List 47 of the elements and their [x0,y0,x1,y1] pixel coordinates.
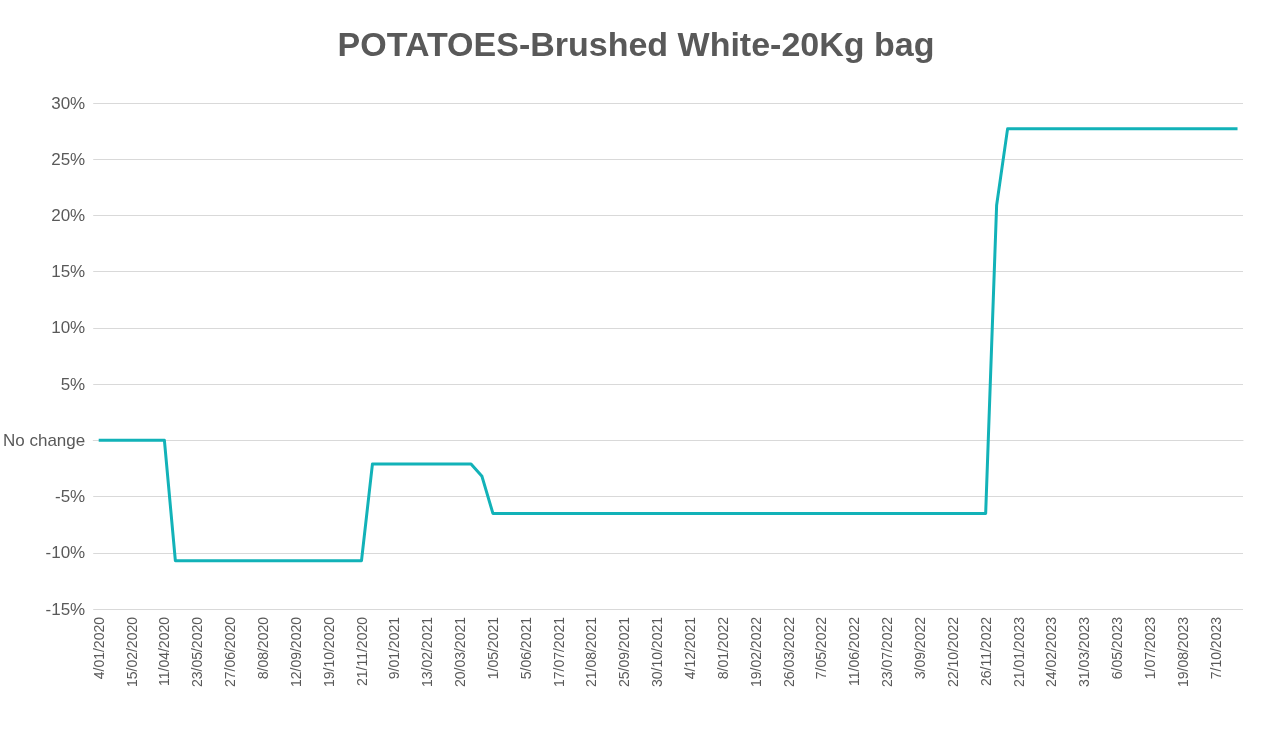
x-tick-label: 6/05/2023 [1109,616,1126,680]
x-tick-label: 9/01/2021 [386,616,403,680]
y-tick-label: 5% [60,374,86,394]
x-tick-label: 30/10/2021 [649,616,666,688]
x-tick-label: 21/08/2021 [583,616,600,688]
x-tick-label: 19/10/2020 [320,616,337,688]
y-tick-label: No change [2,430,86,450]
x-tick-label: 12/09/2020 [287,616,304,688]
x-tick-label: 15/02/2020 [123,616,140,688]
x-tick-label: 23/05/2020 [189,616,206,688]
x-tick-label: 25/09/2021 [616,616,633,688]
x-tick-label: 1/05/2021 [484,616,501,680]
x-tick-label: 4/12/2021 [682,616,699,680]
x-tick-label: 26/03/2022 [780,616,797,688]
x-tick-label: 19/08/2023 [1174,616,1191,688]
y-tick-label: -15% [45,599,86,619]
y-tick-label: 20% [51,205,86,225]
x-tick-label: 19/02/2022 [747,616,764,688]
x-tick-label: 31/03/2023 [1076,616,1093,688]
chart-title: POTATOES-Brushed White-20Kg bag [337,25,935,63]
x-tick-label: 8/08/2020 [254,616,271,680]
y-tick-label: 25% [51,149,86,169]
x-tick-label: 21/01/2023 [1010,616,1027,688]
x-tick-label: 3/09/2022 [911,616,928,680]
x-tick-label: 26/11/2022 [977,616,994,687]
y-tick-label: 30% [51,93,86,113]
x-tick-label: 24/02/2023 [1043,616,1060,688]
y-tick-label: 15% [51,262,86,282]
x-tick-label: 17/07/2021 [550,616,567,688]
x-tick-label: 7/10/2023 [1207,616,1224,680]
x-tick-label: 23/07/2022 [879,616,896,688]
x-tick-label: 8/01/2022 [714,616,731,680]
x-tick-label: 1/07/2023 [1141,616,1158,680]
x-tick-label: 7/05/2022 [813,616,830,680]
line-series [97,127,1240,563]
x-tick-label: 11/04/2020 [156,616,173,687]
x-tick-label: 27/06/2020 [222,616,239,688]
x-tick-label: 22/10/2022 [944,616,961,688]
x-tick-label: 5/06/2021 [517,616,534,680]
y-tick-label: 10% [51,318,86,338]
y-tick-label: -10% [45,543,86,563]
x-tick-label: 4/01/2020 [90,616,107,680]
y-tick-label: -5% [54,487,86,507]
x-tick-label: 11/06/2022 [846,616,863,687]
x-tick-label: 21/11/2020 [353,616,370,687]
x-tick-label: 13/02/2021 [419,616,436,688]
x-tick-label: 20/03/2021 [452,616,469,688]
